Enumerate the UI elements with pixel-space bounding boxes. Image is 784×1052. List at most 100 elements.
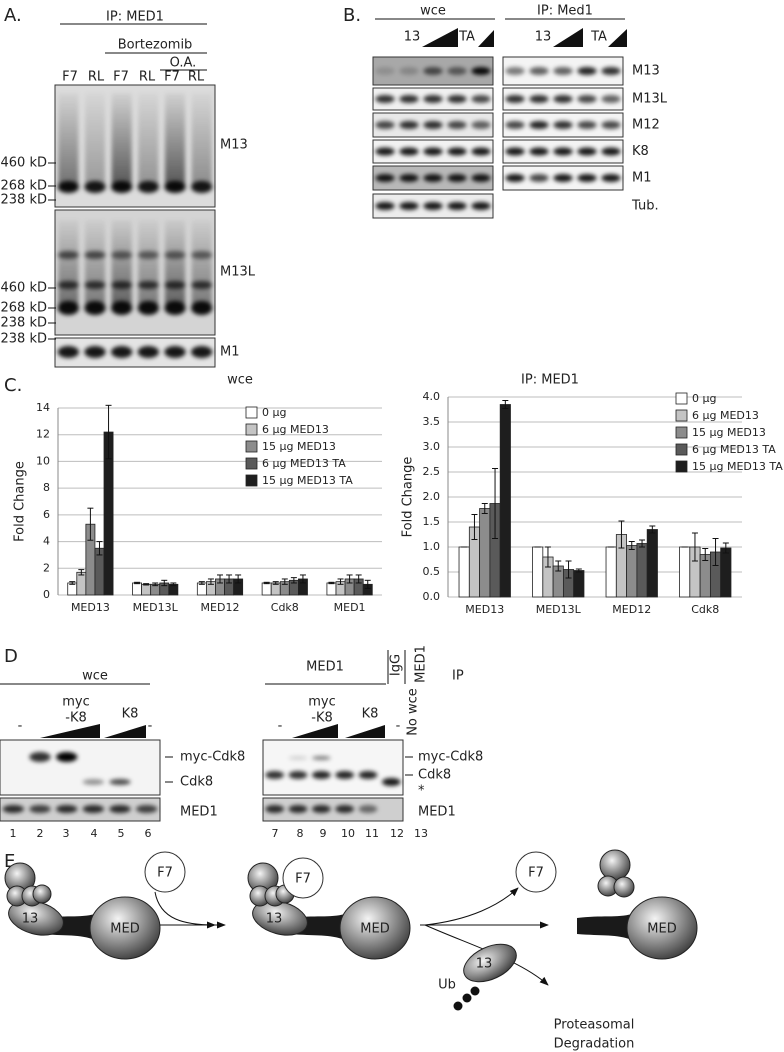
treatment-header: O.A.: [170, 56, 197, 71]
band: [109, 805, 131, 813]
error-bar: [161, 579, 168, 587]
band: [29, 805, 51, 813]
band: [447, 121, 467, 129]
blot-label: M1: [632, 171, 652, 186]
lane-number: 8: [297, 827, 304, 840]
smear: [138, 220, 159, 305]
error-bar: [105, 404, 112, 460]
smear: [138, 93, 159, 185]
blot-label: *: [418, 784, 425, 799]
legend-swatch: [675, 460, 688, 473]
treatment-label: -: [396, 719, 401, 734]
bar: [532, 546, 544, 598]
x-tick-label: MED1: [334, 601, 366, 614]
smear: [84, 220, 106, 305]
wedge: [40, 724, 100, 738]
outcome-label: Proteasomal: [554, 1018, 635, 1033]
group-header: wce: [82, 669, 108, 684]
treatment-label: -: [18, 719, 23, 734]
band: [111, 346, 133, 358]
band: [577, 67, 597, 75]
treatment-label: -: [148, 719, 153, 734]
bar: [679, 546, 691, 598]
blot-bands: [375, 147, 491, 156]
lane-label: RL: [139, 70, 156, 85]
band: [471, 174, 491, 182]
band: [601, 121, 621, 129]
smear: [191, 93, 212, 185]
legend-label: 15 µg MED13 TA: [692, 460, 783, 473]
band: [57, 346, 79, 358]
band: [55, 752, 78, 762]
blot-label: MED1: [418, 805, 456, 820]
band: [423, 121, 443, 129]
error-bar: [328, 581, 335, 585]
blot-bands: [375, 95, 491, 103]
lane-label: RL: [188, 70, 205, 85]
error-bar: [722, 542, 729, 554]
lane-number: 11: [365, 827, 379, 840]
band: [447, 174, 467, 182]
smear: [58, 220, 79, 305]
error-bar: [364, 579, 371, 589]
band: [358, 771, 378, 779]
lane-number: 5: [118, 827, 125, 840]
marker-label: 460 kD: [1, 281, 47, 296]
error-bar: [87, 507, 94, 541]
error-bar: [226, 574, 233, 584]
med-body: [626, 896, 698, 960]
error-bar: [639, 539, 646, 548]
bar: [646, 529, 658, 598]
bar: [573, 570, 585, 598]
band: [471, 121, 491, 129]
error-bar: [691, 532, 698, 562]
wedge: [292, 724, 338, 738]
x-tick-label: MED13: [465, 603, 504, 616]
ubiquitin: [470, 986, 480, 996]
marker-label: 460 kD: [1, 156, 47, 171]
band: [288, 771, 308, 779]
error-bar: [544, 546, 551, 568]
titration-label: 13: [404, 30, 421, 45]
band: [577, 121, 597, 129]
treatment-label: K8: [362, 707, 379, 722]
wedge: [553, 28, 583, 47]
x-tick-label: MED13L: [133, 601, 179, 614]
blot: [54, 209, 216, 336]
blot-bands: [375, 67, 491, 75]
band: [423, 174, 443, 182]
band: [423, 67, 443, 75]
error-bar: [263, 581, 270, 585]
error-bar: [555, 560, 562, 572]
marker-label: 238 kD: [1, 316, 47, 331]
lane-label: RL: [88, 70, 105, 85]
smear: [111, 220, 132, 305]
ip-header: IP: MED1: [106, 10, 164, 25]
med-body: [339, 896, 411, 960]
band: [136, 805, 158, 813]
band: [505, 147, 525, 156]
chart-title: wce: [227, 373, 253, 388]
band: [111, 301, 133, 315]
error-bar: [712, 538, 719, 566]
band: [137, 346, 159, 358]
band: [553, 147, 573, 156]
legend-swatch: [245, 406, 258, 419]
blot-label: myc-Cdk8: [418, 750, 483, 765]
titration-label: TA: [590, 30, 607, 45]
wedge: [345, 725, 385, 738]
bar: [479, 508, 491, 598]
band: [505, 95, 525, 103]
lane-number: 4: [91, 827, 98, 840]
band: [577, 174, 597, 182]
band: [84, 346, 106, 358]
blot-label: M13L: [632, 92, 668, 107]
error-bar: [143, 583, 150, 586]
band: [111, 251, 133, 259]
band: [529, 174, 549, 182]
legend-swatch: [675, 409, 688, 422]
error-bar: [207, 578, 214, 585]
group-header: wce: [420, 4, 446, 19]
blot-bands: [2, 805, 158, 813]
band: [471, 67, 491, 75]
